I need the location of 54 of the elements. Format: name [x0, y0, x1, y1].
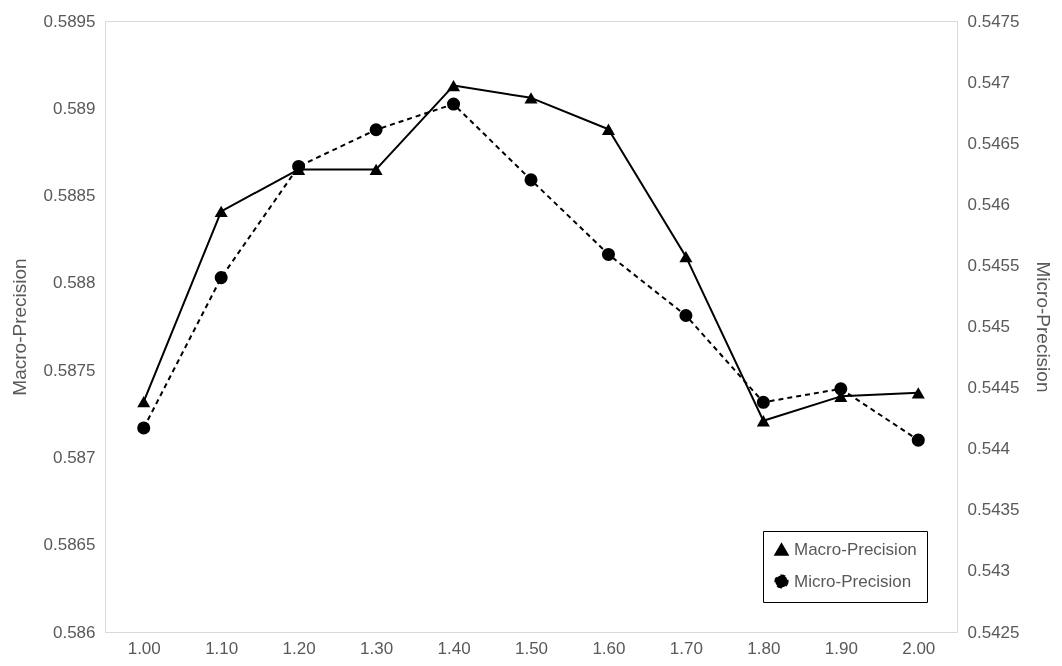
x-tick-label: 1.30	[360, 638, 394, 658]
x-tick-label: 2.00	[902, 638, 936, 658]
point	[137, 395, 151, 408]
point	[911, 387, 925, 399]
y-axis-title: Macro-Precision	[8, 258, 30, 396]
y-tick-label: 0.587	[52, 447, 96, 467]
y2-tick-label: 0.544	[967, 439, 1011, 459]
y2-tick-label: 0.547	[967, 72, 1011, 92]
y-tick-label: 0.5865	[43, 535, 96, 555]
x-tick-label: 1.50	[514, 638, 549, 658]
point	[292, 159, 306, 173]
point	[447, 79, 461, 92]
point	[679, 309, 693, 323]
y2-tick-label: 0.5435	[967, 500, 1020, 520]
point	[137, 421, 151, 435]
x-tick-label: 1.70	[669, 638, 703, 658]
y-tick-label: 0.5885	[43, 186, 96, 206]
y2-tick-label: 0.545	[967, 317, 1011, 336]
y2-tick-label: 0.5455	[967, 255, 1020, 275]
point	[447, 97, 461, 111]
x-tick-label: 1.80	[747, 638, 781, 658]
y2-tick-label: 0.5465	[967, 133, 1020, 153]
x-tick-label: 1.10	[205, 638, 239, 658]
point	[834, 382, 848, 396]
x-tick-label: 1.20	[282, 638, 316, 658]
point	[214, 205, 228, 217]
x-tick-label: 1.40	[437, 638, 471, 658]
point	[756, 395, 770, 409]
point	[756, 415, 770, 427]
point	[601, 247, 615, 261]
point	[214, 271, 228, 285]
point	[369, 163, 383, 176]
point	[524, 92, 538, 104]
y-tick-label: 0.5895	[43, 11, 96, 31]
y2-tick-label: 0.543	[967, 561, 1011, 581]
y2-tick-label: 0.546	[967, 194, 1011, 214]
y-tick-label: 0.589	[52, 98, 96, 118]
point	[601, 123, 615, 135]
point	[369, 123, 383, 137]
y-tick-label: 0.586	[52, 622, 96, 642]
point	[911, 433, 925, 447]
legend-label: Macro-Precision	[794, 539, 917, 559]
legend-label: Micro-Precision	[794, 571, 912, 591]
y2-tick-label: 0.5445	[967, 378, 1020, 398]
x-tick-label: 1.60	[592, 638, 626, 658]
y2-tick-label: 0.5475	[967, 11, 1020, 31]
x-tick-label: 1.00	[127, 638, 161, 658]
y2-tick-label: 0.5425	[967, 622, 1020, 642]
point	[524, 173, 538, 187]
x-tick-label: 1.90	[824, 638, 858, 658]
y-tick-label: 0.5875	[43, 360, 96, 380]
y-tick-label: 0.588	[52, 273, 96, 293]
point	[679, 251, 693, 263]
y2-axis-title: Micro-Precision	[1033, 261, 1055, 393]
